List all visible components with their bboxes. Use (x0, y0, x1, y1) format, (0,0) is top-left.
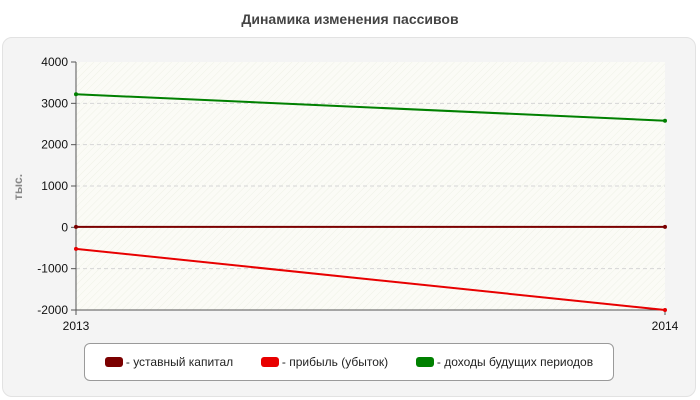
legend-swatch (104, 357, 123, 367)
y-axis-label: тыс. (11, 174, 25, 200)
y-tick-label: -1000 (37, 262, 68, 276)
legend: - уставный капитал - прибыль (убыток) - до… (84, 343, 614, 381)
y-tick-label: 2000 (41, 138, 68, 152)
x-tick-label: 2013 (63, 319, 90, 333)
legend-item: - уставный капитал (104, 355, 234, 369)
y-tick-label: 3000 (41, 96, 68, 110)
data-point (663, 118, 667, 123)
x-tick-label: 2014 (652, 319, 679, 333)
y-tick-label: 4000 (41, 55, 68, 69)
chart-title: Динамика изменения пассивов (241, 11, 459, 27)
legend-label: - доходы будущих периодов (436, 355, 594, 369)
data-point (663, 224, 667, 229)
data-point (663, 308, 667, 312)
y-tick-label: 1000 (41, 179, 68, 193)
legend-swatch (260, 357, 279, 367)
series-line (75, 247, 666, 311)
legend-item: - доходы будущих периодов (415, 355, 594, 369)
data-point (74, 224, 78, 229)
data-point (74, 246, 78, 251)
legend-item: - прибыль (убыток) (260, 355, 389, 369)
data-point (74, 92, 78, 97)
series-line (75, 93, 666, 122)
legend-label: - прибыль (убыток) (281, 355, 389, 369)
legend-swatch (415, 357, 434, 367)
legend-label: - уставный капитал (125, 355, 234, 369)
y-tick-label: -2000 (37, 303, 68, 317)
y-tick-label: 0 (61, 220, 68, 234)
